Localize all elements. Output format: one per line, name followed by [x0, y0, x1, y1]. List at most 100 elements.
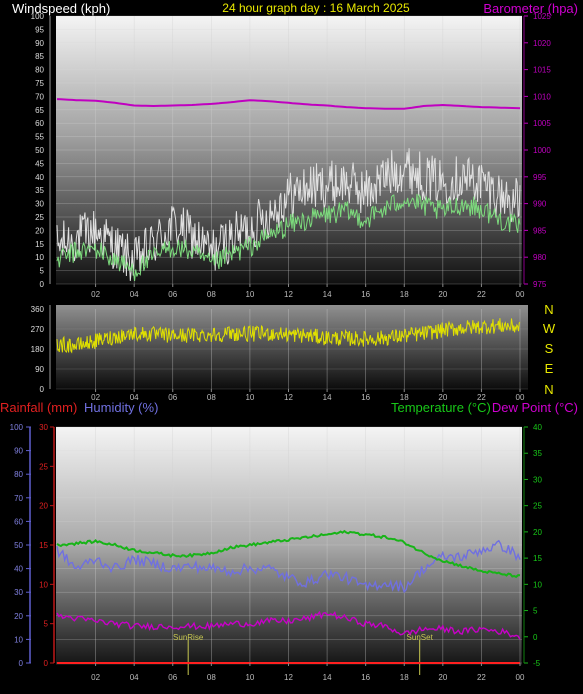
- direction-xtick-label: 06: [168, 393, 177, 402]
- wind-ytick-label: 0: [40, 280, 45, 289]
- wind-xtick-label: 18: [400, 290, 409, 299]
- humidity-line: [56, 539, 521, 594]
- humidity-ytick-label: 50: [14, 541, 23, 550]
- wind-ytick-label: 70: [35, 92, 44, 101]
- direction-xtick-label: 04: [130, 393, 139, 402]
- rainfall-ytick-label: 20: [39, 502, 48, 511]
- wind-xtick-label: 06: [168, 290, 177, 299]
- wind-ytick-label: 50: [35, 146, 44, 155]
- wind-xtick-label: 04: [130, 290, 139, 299]
- rainfall-axis-title: Rainfall (mm): [0, 400, 77, 415]
- temperature-line: [56, 529, 521, 579]
- wind-ytick-label: 75: [35, 79, 44, 88]
- wind-ytick-label: 55: [35, 133, 44, 142]
- barometer-ytick-label: 975: [533, 280, 547, 289]
- temp-plot-area: [56, 427, 522, 665]
- rainfall-ytick-label: 5: [44, 620, 49, 629]
- barometer-ytick-label: 1020: [533, 39, 551, 48]
- temp-xtick-label: 20: [438, 673, 447, 682]
- humidity-ytick-label: 80: [14, 470, 23, 479]
- wind-average-line: [56, 193, 521, 281]
- direction-xtick-label: 16: [361, 393, 370, 402]
- temp-xtick-label: 00: [516, 673, 525, 682]
- barometer-axis-title: Barometer (hpa): [483, 1, 578, 16]
- wind-ytick-label: 5: [40, 267, 45, 276]
- direction-xtick-label: 12: [284, 393, 293, 402]
- barometer-ytick-label: 1015: [533, 66, 551, 75]
- temperature-ytick-label: 10: [533, 580, 542, 589]
- humidity-ytick-label: 90: [14, 447, 23, 456]
- rainfall-ytick-label: 15: [39, 541, 48, 550]
- rainfall-ytick-label: 0: [44, 659, 49, 668]
- temperature-ytick-label: 20: [533, 528, 542, 537]
- temperature-ytick-label: 40: [533, 423, 542, 432]
- barometer-line: [56, 98, 521, 110]
- barometer-ytick-label: 1025: [533, 12, 551, 21]
- dewpoint-line: [56, 610, 521, 640]
- wind-xtick-label: 02: [91, 290, 100, 299]
- wind-ytick-label: 30: [35, 200, 44, 209]
- humidity-axis-title: Humidity (%): [84, 400, 158, 415]
- wind-ytick-label: 100: [31, 12, 45, 21]
- rainfall-ytick-label: 10: [39, 580, 48, 589]
- wind-ytick-label: 40: [35, 173, 44, 182]
- wind-ytick-label: 20: [35, 226, 44, 235]
- wind-ytick-label: 10: [35, 253, 44, 262]
- temp-xtick-label: 06: [168, 673, 177, 682]
- direction-ytick-label: 180: [31, 345, 45, 354]
- wind-plot-area: [56, 16, 522, 284]
- wind-ytick-label: 15: [35, 240, 44, 249]
- wind-ytick-label: 85: [35, 52, 44, 61]
- wind-xtick-label: 14: [323, 290, 332, 299]
- wind-xtick-label: 00: [516, 290, 525, 299]
- direction-plot-area: [56, 305, 528, 389]
- direction-xtick-label: 00: [516, 393, 525, 402]
- rainfall-ytick-label: 30: [39, 423, 48, 432]
- direction-ytick-label: 90: [35, 365, 44, 374]
- barometer-ytick-label: 980: [533, 253, 547, 262]
- wind-ytick-label: 65: [35, 106, 44, 115]
- sunrise-label: SunRise: [173, 633, 204, 642]
- temperature-ytick-label: 35: [533, 449, 542, 458]
- temp-xtick-label: 08: [207, 673, 216, 682]
- humidity-ytick-label: 60: [14, 517, 23, 526]
- chart-title: 24 hour graph day : 16 March 2025: [222, 1, 410, 15]
- wind-xtick-label: 16: [361, 290, 370, 299]
- direction-xtick-label: 10: [245, 393, 254, 402]
- barometer-ytick-label: 1005: [533, 119, 551, 128]
- humidity-ytick-label: 70: [14, 494, 23, 503]
- compass-label: S: [545, 341, 554, 356]
- direction-xtick-label: 14: [323, 393, 332, 402]
- compass-label: N: [544, 382, 553, 397]
- wind-xtick-label: 20: [438, 290, 447, 299]
- direction-xtick-label: 20: [438, 393, 447, 402]
- direction-ytick-label: 360: [31, 305, 45, 314]
- wind-ytick-label: 25: [35, 213, 44, 222]
- temp-xtick-label: 02: [91, 673, 100, 682]
- direction-xtick-label: 18: [400, 393, 409, 402]
- wind-ytick-label: 90: [35, 39, 44, 48]
- humidity-ytick-label: 30: [14, 588, 23, 597]
- wind-ytick-label: 60: [35, 119, 44, 128]
- humidity-ytick-label: 40: [14, 565, 23, 574]
- temperature-ytick-label: 0: [533, 633, 538, 642]
- wind-ytick-label: 80: [35, 66, 44, 75]
- humidity-ytick-label: 0: [19, 659, 24, 668]
- windspeed-line: [56, 148, 521, 281]
- barometer-ytick-label: 1000: [533, 146, 551, 155]
- wind-xtick-label: 10: [245, 290, 254, 299]
- wind-ytick-label: 95: [35, 25, 44, 34]
- direction-xtick-label: 22: [477, 393, 486, 402]
- barometer-ytick-label: 985: [533, 226, 547, 235]
- windspeed-axis-title: Windspeed (kph): [12, 1, 110, 16]
- wind-xtick-label: 08: [207, 290, 216, 299]
- temperature-ytick-label: 25: [533, 502, 542, 511]
- direction-ytick-label: 0: [40, 385, 45, 394]
- temp-xtick-label: 04: [130, 673, 139, 682]
- temp-xtick-label: 12: [284, 673, 293, 682]
- wind-direction-line: [56, 318, 521, 354]
- wind-xtick-label: 12: [284, 290, 293, 299]
- humidity-ytick-label: 20: [14, 612, 23, 621]
- compass-label: E: [545, 361, 554, 376]
- barometer-ytick-label: 990: [533, 200, 547, 209]
